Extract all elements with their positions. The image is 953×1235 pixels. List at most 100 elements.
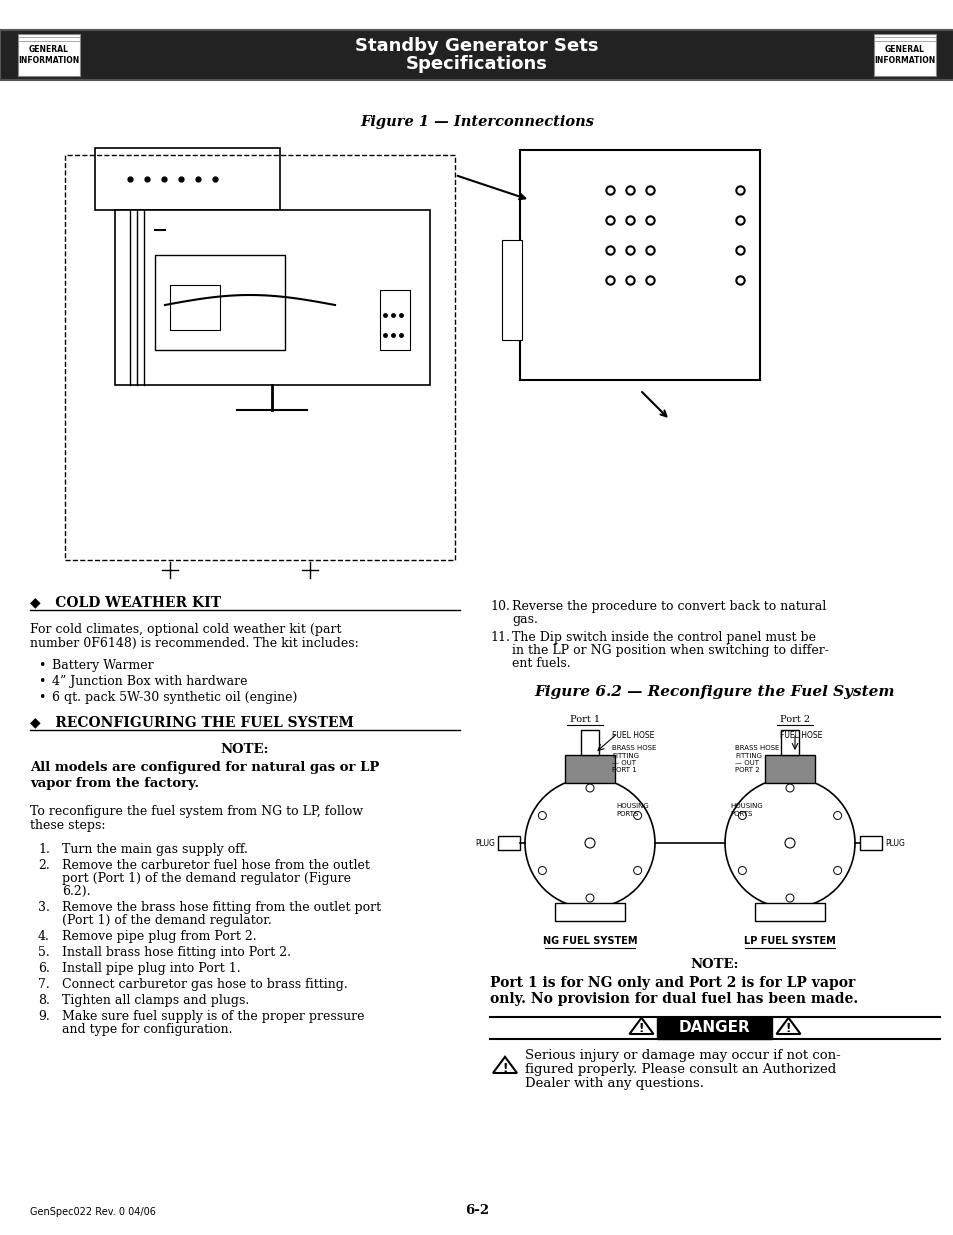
Text: 6 qt. pack 5W-30 synthetic oil (engine): 6 qt. pack 5W-30 synthetic oil (engine) (52, 692, 297, 704)
Text: 4” Junction Box with hardware: 4” Junction Box with hardware (52, 676, 247, 688)
Bar (519, 149, 760, 380)
Bar (754, 903, 824, 921)
Text: GENERAL
INFORMATION: GENERAL INFORMATION (874, 46, 935, 64)
Text: ◆   RECONFIGURING THE FUEL SYSTEM: ◆ RECONFIGURING THE FUEL SYSTEM (30, 715, 354, 729)
Text: 9.: 9. (38, 1010, 50, 1023)
Bar (764, 755, 814, 783)
Text: NOTE:: NOTE: (690, 958, 739, 971)
Bar (781, 730, 799, 755)
Text: For cold climates, optional cold weather kit (part: For cold climates, optional cold weather… (30, 622, 341, 636)
Circle shape (524, 778, 655, 908)
Text: Dealer with any questions.: Dealer with any questions. (524, 1077, 703, 1091)
Circle shape (785, 894, 793, 902)
Text: DANGER: DANGER (679, 1020, 750, 1035)
Text: 3.: 3. (38, 902, 50, 914)
Text: NG FUEL SYSTEM: NG FUEL SYSTEM (542, 936, 637, 946)
Text: 11.: 11. (490, 631, 509, 643)
Text: Figure 6.2 — Reconfigure the Fuel System: Figure 6.2 — Reconfigure the Fuel System (535, 685, 894, 699)
Bar (564, 755, 615, 783)
Text: Turn the main gas supply off.: Turn the main gas supply off. (62, 844, 248, 856)
Text: The Dip switch inside the control panel must be: The Dip switch inside the control panel … (512, 631, 815, 643)
Text: 4.: 4. (38, 930, 50, 944)
Text: To reconfigure the fuel system from NG to LP, follow: To reconfigure the fuel system from NG t… (30, 805, 363, 818)
Text: Remove the carburetor fuel hose from the outlet: Remove the carburetor fuel hose from the… (62, 860, 370, 872)
Circle shape (785, 784, 793, 792)
Circle shape (585, 894, 594, 902)
Text: 6-2: 6-2 (464, 1204, 489, 1216)
Text: Remove pipe plug from Port 2.: Remove pipe plug from Port 2. (62, 930, 256, 944)
Text: 2.: 2. (38, 860, 50, 872)
Text: (Port 1) of the demand regulator.: (Port 1) of the demand regulator. (62, 914, 272, 927)
Bar (95, 148, 280, 210)
Text: Port 2: Port 2 (780, 715, 809, 724)
Text: •: • (38, 676, 46, 688)
Text: Standby Generator Sets: Standby Generator Sets (355, 37, 598, 56)
Text: and type for configuration.: and type for configuration. (62, 1023, 233, 1036)
Text: 5.: 5. (38, 946, 50, 960)
Circle shape (633, 867, 641, 874)
Text: HOUSING
PORTS: HOUSING PORTS (616, 803, 648, 816)
Text: ent fuels.: ent fuels. (512, 657, 570, 671)
Text: HOUSING
PORTS: HOUSING PORTS (729, 803, 762, 816)
Text: 6.2).: 6.2). (62, 885, 91, 898)
Bar (170, 285, 220, 330)
Polygon shape (493, 1057, 517, 1073)
Text: All models are configured for natural gas or LP: All models are configured for natural ga… (30, 761, 379, 774)
Circle shape (724, 778, 854, 908)
Bar (859, 836, 882, 850)
Text: Battery Warmer: Battery Warmer (52, 659, 153, 672)
Text: GENERAL
INFORMATION: GENERAL INFORMATION (18, 46, 79, 64)
Text: 7.: 7. (38, 978, 50, 990)
Circle shape (738, 867, 745, 874)
Text: Serious injury or damage may occur if not con-: Serious injury or damage may occur if no… (524, 1049, 840, 1062)
Text: Reverse the procedure to convert back to natural: Reverse the procedure to convert back to… (512, 600, 825, 613)
Text: gas.: gas. (512, 613, 537, 626)
Bar (501, 240, 521, 340)
Bar (580, 730, 598, 755)
Bar (65, 156, 455, 559)
Text: Tighten all clamps and plugs.: Tighten all clamps and plugs. (62, 994, 249, 1007)
Bar (154, 254, 285, 350)
Text: 8.: 8. (38, 994, 50, 1007)
Text: vapor from the factory.: vapor from the factory. (30, 777, 199, 790)
Circle shape (833, 811, 841, 820)
Text: number 0F6148) is recommended. The kit includes:: number 0F6148) is recommended. The kit i… (30, 637, 358, 650)
Text: 6.: 6. (38, 962, 50, 974)
Text: •: • (38, 692, 46, 704)
Text: Port 1 is for NG only and Port 2 is for LP vapor: Port 1 is for NG only and Port 2 is for … (490, 976, 854, 990)
Circle shape (738, 811, 745, 820)
Text: these steps:: these steps: (30, 819, 106, 832)
Circle shape (633, 811, 641, 820)
Text: !: ! (639, 1023, 643, 1035)
Bar (18, 35, 80, 77)
Bar (0, 30, 953, 80)
Text: 1.: 1. (38, 844, 50, 856)
Text: 10.: 10. (490, 600, 509, 613)
Circle shape (585, 784, 594, 792)
Circle shape (537, 867, 546, 874)
Text: Remove the brass hose fitting from the outlet port: Remove the brass hose fitting from the o… (62, 902, 381, 914)
Bar (555, 903, 624, 921)
Text: Port 1: Port 1 (569, 715, 599, 724)
Circle shape (784, 839, 794, 848)
Text: Make sure fuel supply is of the proper pressure: Make sure fuel supply is of the proper p… (62, 1010, 364, 1023)
Text: only. No provision for dual fuel has been made.: only. No provision for dual fuel has bee… (490, 992, 858, 1007)
Text: FUEL HOSE: FUEL HOSE (612, 731, 654, 740)
Text: in the LP or NG position when switching to differ-: in the LP or NG position when switching … (512, 643, 828, 657)
Text: Install pipe plug into Port 1.: Install pipe plug into Port 1. (62, 962, 240, 974)
Text: BRASS HOSE
FITTING
— OUT
PORT 2: BRASS HOSE FITTING — OUT PORT 2 (734, 745, 779, 773)
Polygon shape (776, 1018, 800, 1034)
Text: FUEL HOSE: FUEL HOSE (780, 731, 821, 740)
Text: Connect carburetor gas hose to brass fitting.: Connect carburetor gas hose to brass fit… (62, 978, 348, 990)
Bar (657, 1016, 772, 1039)
Circle shape (537, 811, 546, 820)
Circle shape (584, 839, 595, 848)
Text: BRASS HOSE
FITTING
— OUT
PORT 1: BRASS HOSE FITTING — OUT PORT 1 (612, 745, 656, 773)
Bar (497, 836, 519, 850)
Bar (115, 210, 430, 385)
Text: GenSpec022 Rev. 0 04/06: GenSpec022 Rev. 0 04/06 (30, 1207, 155, 1216)
Text: Specifications: Specifications (406, 56, 547, 73)
Text: !: ! (502, 1062, 507, 1074)
Bar (379, 290, 410, 350)
Text: !: ! (785, 1023, 790, 1035)
